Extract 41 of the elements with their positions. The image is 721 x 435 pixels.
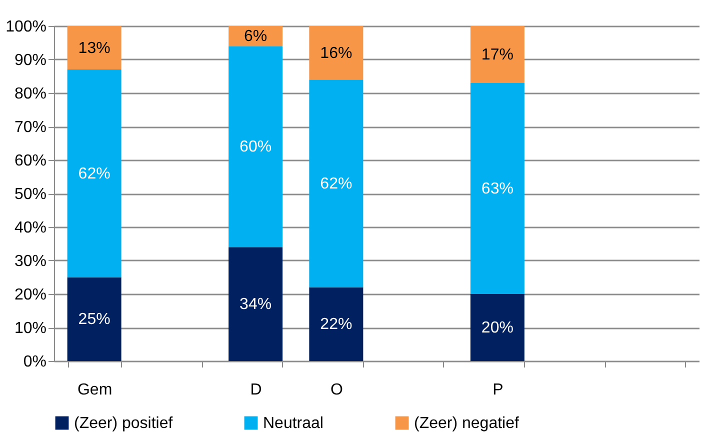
x-tick-label: O (330, 382, 343, 398)
data-label: 16% (320, 44, 352, 62)
bar (67, 277, 122, 361)
y-tick-label: 60% (14, 152, 46, 170)
bar (67, 26, 122, 70)
bar (67, 70, 122, 278)
bar (309, 287, 364, 361)
data-label: 62% (78, 165, 110, 182)
legend-label: Neutraal (263, 415, 324, 432)
y-tick-label: 40% (14, 220, 46, 236)
y-tick-label: 90% (14, 52, 46, 69)
y-tick-label: 0% (23, 354, 46, 370)
data-label: 25% (78, 311, 110, 328)
y-tick-label: 30% (14, 253, 46, 270)
y-tick-label: 80% (14, 86, 46, 102)
bar (470, 26, 524, 83)
data-label: 17% (481, 46, 514, 64)
bar (228, 247, 283, 361)
y-tick-label: 20% (14, 286, 46, 304)
data-label: 22% (320, 316, 352, 334)
data-label: 13% (78, 40, 110, 57)
x-tick-label: P (492, 382, 504, 398)
y-tick-label: 70% (14, 119, 46, 136)
data-label: 20% (481, 320, 514, 336)
x-tick-label: Gem (77, 382, 112, 398)
y-tick-label: 10% (14, 320, 46, 337)
data-label: 60% (240, 138, 272, 156)
bar (309, 80, 364, 288)
y-tick-label: 50% (14, 186, 46, 203)
legend-label: (Zeer) negatief (414, 415, 520, 432)
bar (470, 294, 524, 361)
legend-label: (Zeer) positief (74, 415, 174, 432)
x-tick-label: D (250, 382, 262, 398)
bar (228, 46, 283, 248)
data-label: 34% (240, 296, 272, 314)
bar (470, 82, 524, 294)
data-label: 63% (481, 180, 514, 198)
data-label: 62% (320, 175, 352, 192)
y-tick-label: 100% (6, 18, 46, 36)
bar (309, 26, 364, 80)
data-label: 6% (244, 28, 268, 46)
